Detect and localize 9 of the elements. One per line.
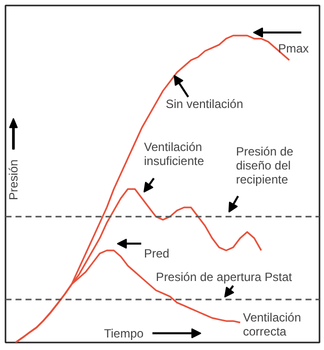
x-axis-title: Tiempo [104, 326, 144, 340]
ref-line-label: Presión de apertura Pstat [156, 270, 293, 284]
y-axis-title: Presión [6, 159, 20, 200]
annotation: Pred [144, 246, 170, 260]
series-label: Ventilación insuficiente [144, 140, 204, 168]
ref-line-label: Presión de diseño del recipiente [236, 144, 294, 187]
series-label: Sin ventilación [166, 96, 244, 111]
series-label: Ventilación correcta [242, 310, 302, 338]
annotation: Pmax [278, 42, 309, 56]
